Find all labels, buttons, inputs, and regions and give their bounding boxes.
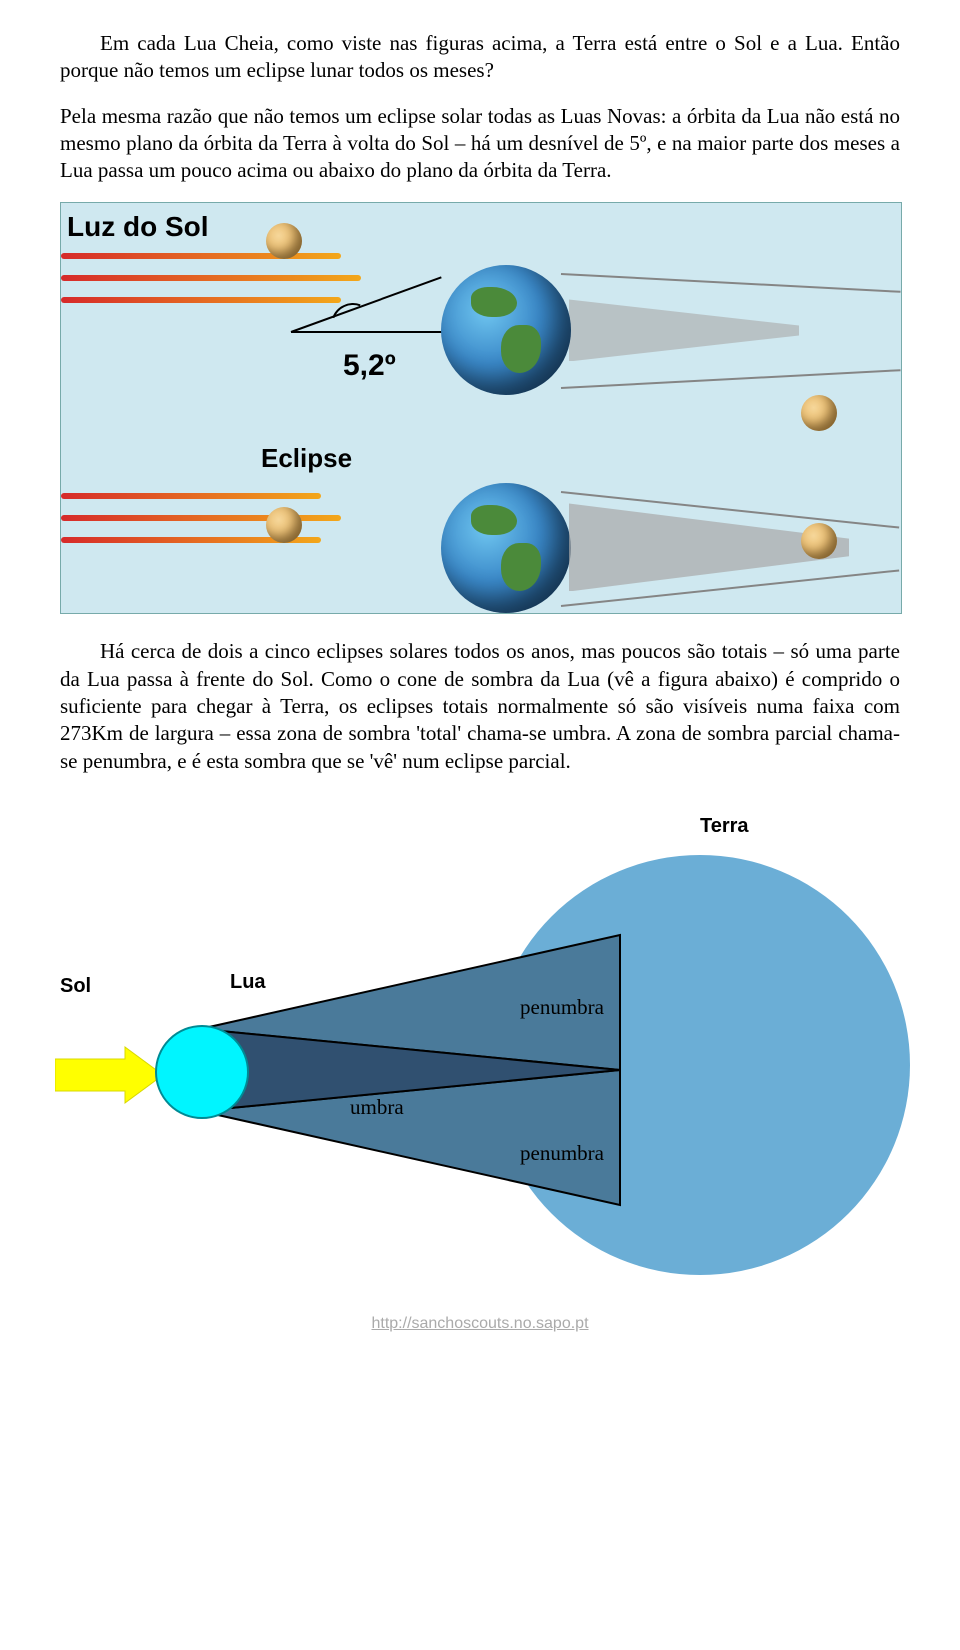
sun-ray xyxy=(61,253,341,259)
footer-url: http://sanchoscouts.no.sapo.pt xyxy=(60,1315,900,1333)
moon-big-icon xyxy=(155,1025,249,1119)
sun-light-label: Luz do Sol xyxy=(67,211,209,243)
shadow-cones xyxy=(60,795,900,1255)
sun-ray xyxy=(61,275,361,281)
angle-arc xyxy=(324,296,382,354)
moon-icon xyxy=(801,395,837,431)
penumbra-label-top: penumbra xyxy=(520,995,604,1020)
paragraph-1: Em cada Lua Cheia, como viste nas figura… xyxy=(60,30,900,85)
shadow-cone xyxy=(569,299,799,361)
umbra-penumbra-diagram: Terra Sol Lua penumbra umbra penumbra xyxy=(60,795,900,1255)
penumbra-label-bottom: penumbra xyxy=(520,1141,604,1166)
shadow-line xyxy=(561,273,901,293)
shadow-line xyxy=(561,370,901,390)
eclipse-label: Eclipse xyxy=(261,443,352,474)
sun-ray xyxy=(61,493,321,499)
angle-value: 5,2º xyxy=(343,349,396,383)
orbit-inclination-diagram: Luz do Sol Eclipse 5,2º xyxy=(60,202,902,614)
paragraph-2: Pela mesma razão que não temos um eclips… xyxy=(60,103,900,185)
earth-icon xyxy=(441,265,571,395)
sun-ray xyxy=(61,297,341,303)
umbra-label: umbra xyxy=(350,1095,404,1120)
paragraph-3: Há cerca de dois a cinco eclipses solare… xyxy=(60,638,900,774)
earth-icon xyxy=(441,483,571,613)
